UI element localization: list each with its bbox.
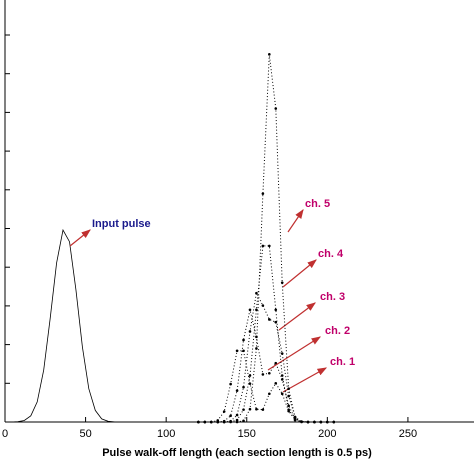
series-point bbox=[274, 382, 278, 385]
series-point bbox=[268, 244, 271, 248]
series-point bbox=[280, 392, 284, 396]
series-line bbox=[198, 54, 334, 423]
series-point bbox=[248, 308, 252, 312]
series-line bbox=[5, 228, 134, 423]
series-point bbox=[280, 374, 284, 377]
series-label: ch. 5 bbox=[305, 198, 330, 210]
series-point bbox=[326, 420, 329, 424]
series-point bbox=[242, 338, 245, 342]
x-tick-label: 200 bbox=[318, 428, 336, 440]
series-point bbox=[229, 414, 232, 418]
series-point bbox=[287, 387, 290, 391]
series-point bbox=[242, 385, 245, 389]
x-axis-label: Pulse walk-off length (each section leng… bbox=[102, 447, 372, 459]
annotation-arrow bbox=[69, 229, 91, 247]
series-point bbox=[261, 373, 265, 376]
series-point bbox=[268, 392, 271, 396]
series-point bbox=[197, 420, 200, 424]
annotation-arrow bbox=[267, 336, 322, 371]
series-point bbox=[313, 420, 316, 424]
series-point bbox=[280, 352, 284, 355]
x-tick-label: 150 bbox=[238, 428, 256, 440]
series-point bbox=[287, 394, 290, 398]
series-point bbox=[255, 407, 258, 411]
annotation-arrow bbox=[282, 259, 317, 288]
annotation-arrow bbox=[287, 209, 304, 233]
series-point bbox=[235, 413, 239, 417]
series-label: ch. 2 bbox=[325, 325, 350, 337]
series-point bbox=[209, 420, 213, 424]
series-point bbox=[268, 371, 271, 375]
series-point bbox=[274, 320, 278, 324]
x-tick-label: 0 bbox=[2, 428, 8, 440]
series-point bbox=[306, 420, 310, 424]
series-point bbox=[261, 244, 265, 248]
series-point bbox=[216, 420, 220, 424]
series-point bbox=[222, 410, 226, 413]
series-point bbox=[242, 419, 245, 423]
series-point bbox=[242, 349, 245, 353]
series-point bbox=[248, 382, 252, 385]
series-point bbox=[280, 281, 284, 284]
series-point bbox=[248, 374, 252, 377]
series-label: ch. 3 bbox=[320, 291, 345, 303]
series-point bbox=[203, 420, 207, 424]
series-point bbox=[255, 308, 258, 312]
series-point bbox=[242, 408, 245, 411]
series-point bbox=[287, 408, 290, 411]
series-point bbox=[248, 330, 252, 333]
series-point bbox=[300, 420, 303, 424]
series-point bbox=[332, 420, 336, 424]
series-label: ch. 4 bbox=[318, 248, 344, 260]
series-point bbox=[274, 107, 278, 110]
series-point bbox=[229, 420, 232, 424]
series-point bbox=[261, 192, 265, 195]
series-point bbox=[255, 291, 258, 295]
annotation-arrow bbox=[282, 367, 328, 393]
series-point bbox=[248, 407, 252, 411]
series-point bbox=[235, 349, 239, 353]
series-point bbox=[235, 418, 239, 422]
series-point bbox=[222, 420, 226, 424]
series-point bbox=[235, 420, 239, 424]
series-point bbox=[261, 304, 265, 307]
series-point bbox=[229, 382, 232, 386]
series-point bbox=[274, 361, 278, 365]
series-point bbox=[268, 318, 271, 321]
x-tick-label: 100 bbox=[157, 428, 175, 440]
series-label: ch. 1 bbox=[330, 356, 355, 368]
x-tick-label: 250 bbox=[399, 428, 417, 440]
series-point bbox=[293, 416, 297, 420]
series-point bbox=[255, 347, 258, 350]
series-point bbox=[274, 308, 278, 312]
series-point bbox=[319, 420, 323, 424]
series-label: Input pulse bbox=[92, 218, 151, 230]
x-tick-label: 50 bbox=[79, 428, 91, 440]
series-point bbox=[235, 389, 239, 392]
series-point bbox=[293, 418, 297, 422]
series-point bbox=[268, 53, 271, 56]
series-point bbox=[261, 408, 265, 411]
